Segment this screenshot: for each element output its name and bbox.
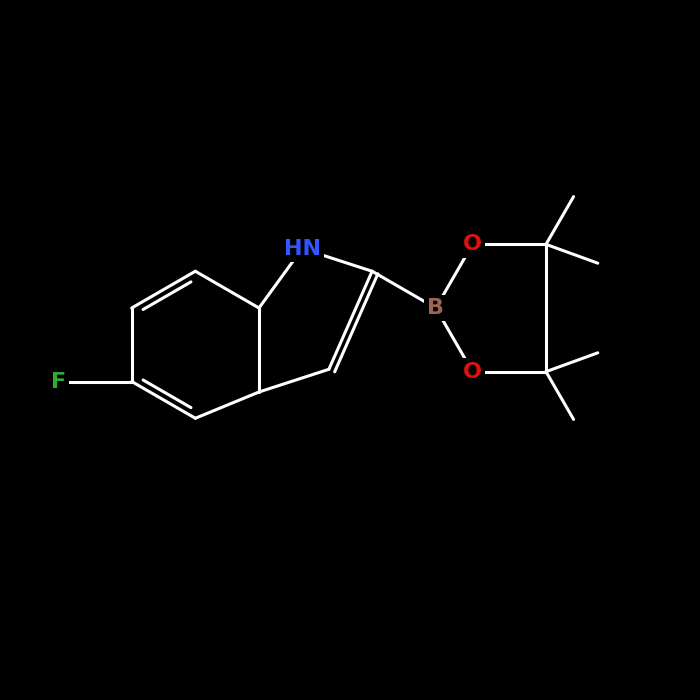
- Text: F: F: [50, 372, 66, 391]
- Text: O: O: [463, 234, 482, 254]
- Text: B: B: [427, 298, 444, 318]
- Text: HN: HN: [284, 239, 321, 258]
- Text: O: O: [463, 362, 482, 382]
